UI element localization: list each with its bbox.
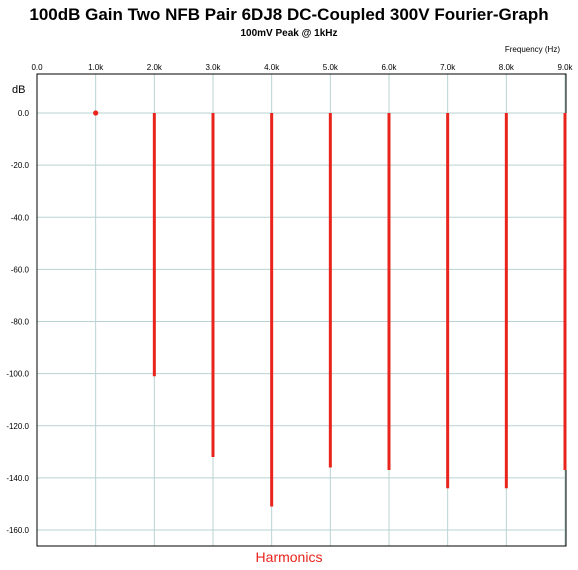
y-tick-label: -100.0	[6, 370, 29, 379]
chart-grid	[36, 74, 566, 546]
x-tick-label: 7.0k	[440, 63, 456, 72]
x-tick-label: 9.0k	[557, 63, 573, 72]
x-tick-label: 1.0k	[88, 63, 104, 72]
x-tick-labels: 0.0 1.0k 2.0k 3.0k 4.0k 5.0k 6.0k 7.0k 8.0k 9.0k	[31, 63, 573, 72]
plot-frame	[36, 73, 567, 547]
x-tick-label: 8.0k	[499, 63, 515, 72]
x-tick-label: 4.0k	[264, 63, 280, 72]
y-tick-label: -20.0	[11, 161, 30, 170]
y-tick-label: -160.0	[6, 526, 29, 535]
y-axis-label: dB	[12, 84, 26, 96]
x-tick-label: 0.0	[31, 63, 43, 72]
chart-title: 100dB Gain Two NFB Pair 6DJ8 DC-Coupled …	[29, 5, 549, 24]
fundamental-marker	[93, 110, 99, 116]
x-axis-label: Harmonics	[255, 549, 323, 565]
y-tick-label: -40.0	[11, 213, 30, 222]
harmonic-bars	[93, 110, 567, 507]
x-tick-label: 6.0k	[381, 63, 397, 72]
x-axis-unit-label: Frequency (Hz)	[504, 45, 560, 54]
y-tick-labels: 0.0 -20.0 -40.0 -60.0 -80.0 -100.0 -120.0 -140.…	[6, 109, 29, 535]
x-tick-label: 5.0k	[323, 63, 339, 72]
chart-subtitle: 100mV Peak @ 1kHz	[240, 28, 338, 39]
y-tick-label: -120.0	[6, 422, 29, 431]
y-tick-label: 0.0	[18, 109, 30, 118]
y-tick-label: -140.0	[6, 474, 29, 483]
y-tick-label: -60.0	[11, 265, 30, 274]
x-tick-label: 3.0k	[205, 63, 221, 72]
y-tick-label: -80.0	[11, 318, 30, 327]
x-tick-label: 2.0k	[147, 63, 163, 72]
